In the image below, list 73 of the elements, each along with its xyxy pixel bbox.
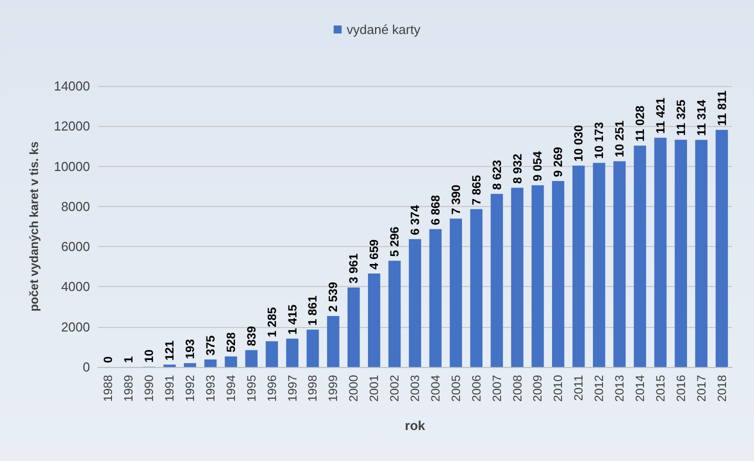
x-tick-label: 2010 [551, 374, 566, 402]
x-tick-label: 2015 [653, 374, 668, 402]
y-tick-label: 8000 [61, 198, 90, 214]
x-tick-label: 1990 [142, 374, 156, 402]
data-label: 2 539 [326, 282, 340, 312]
data-label: 1 [122, 356, 136, 363]
x-tick-label: 2005 [448, 374, 463, 402]
y-tick-label: 12000 [54, 118, 90, 134]
data-label: 9 269 [551, 146, 566, 177]
data-label: 5 296 [388, 226, 402, 257]
x-tick-label: 2016 [674, 374, 688, 402]
y-tick-label: 10000 [54, 158, 90, 174]
data-label: 7 865 [469, 174, 484, 206]
x-tick-label: 2007 [490, 374, 504, 402]
y-tick-label: 4000 [61, 279, 90, 294]
data-label: 10 [142, 349, 156, 363]
x-tick-label: 2003 [408, 374, 422, 402]
x-tick-label: 2004 [428, 374, 442, 402]
data-label: 4 659 [367, 239, 382, 270]
data-label: 3 961 [346, 253, 361, 284]
legend-label: vydané karty [346, 22, 421, 37]
data-label: 0 [101, 356, 116, 363]
data-label: 6 374 [408, 204, 422, 236]
x-tick-label: 1996 [264, 374, 279, 402]
x-tick-label: 2002 [388, 374, 402, 402]
data-label: 10 251 [612, 120, 627, 158]
y-tick-label: 0 [82, 360, 90, 374]
data-label: 528 [224, 332, 238, 352]
x-tick-label: 2012 [592, 374, 606, 402]
data-label: 839 [244, 326, 258, 346]
x-tick-label: 1997 [285, 374, 300, 402]
x-tick-label: 1991 [162, 374, 177, 402]
data-label: 11 028 [632, 105, 647, 142]
x-tick-label: 1989 [122, 374, 136, 402]
data-label: 10 030 [572, 124, 586, 162]
x-tick-label: 1993 [203, 374, 218, 402]
x-tick-label: 1988 [101, 374, 116, 402]
data-label: 1 415 [285, 304, 300, 335]
x-tick-label: 2011 [572, 374, 586, 401]
x-tick-label: 2018 [714, 374, 729, 402]
x-tick-label: 2006 [469, 374, 484, 402]
x-tick-label: 2001 [367, 374, 382, 402]
data-label: 1 285 [264, 306, 279, 338]
x-tick-label: 2014 [632, 374, 647, 402]
x-tick-label: 1995 [244, 374, 258, 402]
data-label: 1 861 [306, 295, 320, 326]
data-label: 10 173 [592, 122, 606, 159]
data-label: 11 421 [653, 97, 668, 134]
x-tick-label: 1994 [224, 374, 238, 402]
x-tick-label: 2000 [346, 374, 361, 402]
data-label: 9 054 [530, 150, 545, 182]
data-label: 6 868 [428, 194, 442, 226]
data-label: 375 [203, 335, 218, 356]
data-label: 11 325 [674, 99, 688, 136]
x-tick-label: 2008 [510, 374, 524, 402]
data-label: 11 314 [694, 100, 708, 136]
y-axis-title: počet vydaných karet v tis. ks [27, 141, 41, 312]
x-tick-label: 2013 [612, 374, 627, 402]
x-tick-label: 1998 [306, 374, 320, 402]
data-label: 7 390 [448, 184, 463, 215]
x-tick-label: 1999 [326, 374, 340, 402]
y-tick-label: 6000 [61, 239, 90, 254]
data-label: 8 932 [510, 153, 524, 184]
data-label: 121 [162, 340, 177, 361]
y-tick-label: 2000 [61, 319, 90, 334]
data-label: 11 811 [714, 90, 729, 126]
x-tick-label: 2009 [530, 374, 545, 402]
x-tick-label: 2017 [694, 374, 708, 402]
data-label: 193 [183, 338, 198, 360]
y-tick-label: 14000 [54, 78, 90, 94]
data-label: 8 623 [490, 160, 504, 190]
x-axis-title: rok [404, 418, 426, 433]
x-tick-label: 1992 [183, 374, 198, 402]
